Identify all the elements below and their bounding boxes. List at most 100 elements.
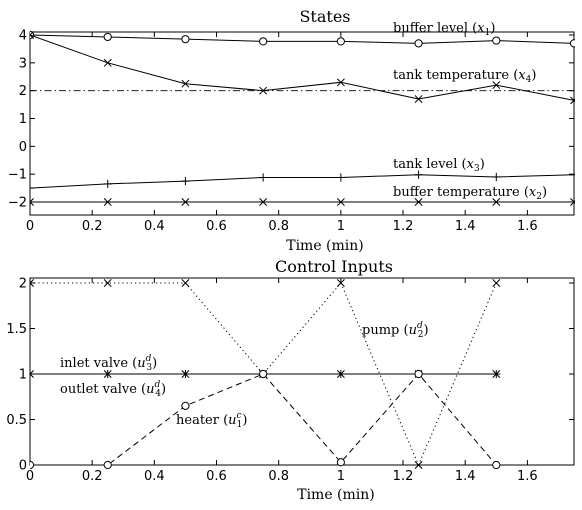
data-point (181, 35, 190, 44)
series-annotation: tank level (x3) (393, 157, 485, 174)
x-tick-label: 0.8 (268, 469, 289, 484)
data-point (336, 37, 345, 46)
data-point (103, 460, 112, 470)
data-point (336, 173, 345, 182)
x-tick-label: 1.4 (455, 469, 476, 484)
x-tick-label: 1.6 (517, 219, 538, 234)
series-line (30, 34, 575, 101)
data-point (30, 30, 35, 40)
y-tick-label: −2 (8, 196, 27, 211)
data-point (336, 369, 345, 379)
data-point (181, 279, 190, 287)
data-point (492, 81, 501, 90)
data-point (181, 198, 190, 206)
data-point (181, 79, 190, 88)
series-annotation: heater (uc 1) (176, 411, 247, 430)
plot-frame (29, 277, 575, 466)
x-tick-label: 0.2 (82, 219, 103, 234)
data-point (336, 78, 345, 87)
data-point (414, 170, 423, 179)
data-point (30, 183, 35, 193)
series-2 (30, 31, 575, 105)
data-point (569, 170, 575, 179)
data-point (259, 86, 268, 95)
y-tick-label: 0 (19, 140, 27, 155)
data-point (570, 96, 575, 105)
data-point (414, 39, 423, 48)
data-point (103, 369, 112, 379)
data-point (181, 369, 190, 379)
data-point (30, 369, 35, 379)
y-tick-label: 3 (19, 56, 27, 71)
x-tick-label: 0.4 (144, 469, 165, 484)
x-tick-label: 1.2 (393, 469, 414, 484)
series-annotation: pump (ud 2) (362, 321, 429, 340)
series-4 (30, 198, 575, 206)
data-point (103, 32, 112, 42)
data-point (181, 177, 190, 186)
y-tick-label: 1 (19, 112, 27, 127)
series-line (30, 174, 575, 189)
plot-frame (29, 31, 575, 216)
series-annotation: outlet valve (ud 4) (60, 380, 166, 399)
y-tick-label: 2 (19, 277, 27, 292)
data-point (259, 198, 268, 206)
y-tick-label: −1 (8, 168, 27, 183)
data-point (30, 460, 35, 470)
data-point (414, 198, 423, 206)
data-point (103, 179, 112, 189)
data-point (103, 58, 112, 67)
y-tick-label: 4 (19, 29, 27, 44)
data-point (336, 458, 345, 467)
data-point (569, 39, 575, 48)
data-point (181, 401, 190, 410)
data-point (570, 198, 575, 206)
data-point (30, 370, 34, 378)
data-point (103, 279, 112, 287)
y-tick-label: 0 (19, 459, 27, 474)
data-point (492, 369, 501, 379)
x-tick-label: 0.6 (206, 469, 227, 484)
chart-title: Control Inputs (275, 257, 393, 276)
data-point (492, 460, 501, 470)
data-point (492, 36, 501, 45)
chart-title: States (299, 7, 350, 26)
x-tick-label: 0.6 (206, 219, 227, 234)
x-tick-label: 1.2 (393, 219, 414, 234)
series-annotation: tank temperature (x4) (393, 68, 536, 85)
data-point (30, 198, 34, 206)
x-tick-label: 0.2 (82, 469, 103, 484)
series-3 (30, 170, 575, 193)
y-tick-label: 2 (19, 84, 27, 99)
y-tick-label: 0.5 (6, 413, 27, 428)
data-point (414, 95, 423, 103)
data-point (336, 279, 345, 287)
series-annotation: buffer temperature (x2) (393, 185, 547, 202)
data-point (30, 279, 34, 287)
data-point (414, 369, 423, 379)
chart-panel-2: Control Inputs 0 0.2 0.4 0.6 0.8 1 1.2 1.4 1.6 2 1.… (6, 257, 575, 503)
data-point (492, 198, 501, 206)
data-point (414, 461, 423, 469)
x-tick-label: 1.4 (455, 219, 476, 234)
x-tick-label: 0 (26, 219, 34, 234)
series-annotation: inlet valve (ud 3) (60, 354, 157, 373)
x-tick-label: 0.8 (268, 219, 289, 234)
series-1 (30, 30, 575, 48)
y-tick-label: 1.5 (6, 322, 27, 337)
data-point (259, 369, 268, 379)
x-axis-label: Time (min) (297, 487, 375, 503)
x-tick-label: 1 (337, 219, 345, 234)
x-tick-label: 0 (26, 469, 34, 484)
data-point (492, 172, 501, 182)
series-4 (30, 369, 501, 470)
data-point (103, 198, 112, 206)
data-point (492, 279, 501, 287)
y-tick-label: 1 (19, 368, 27, 383)
x-tick-label: 1 (337, 469, 345, 484)
chart-panel-1: States 0 0.2 0.4 0.6 0.8 1 1.2 1.4 1.6 4 3 2 1 0 −1 −2 Ti… (8, 7, 575, 254)
x-tick-label: 1.6 (517, 469, 538, 484)
series-line (30, 34, 575, 44)
